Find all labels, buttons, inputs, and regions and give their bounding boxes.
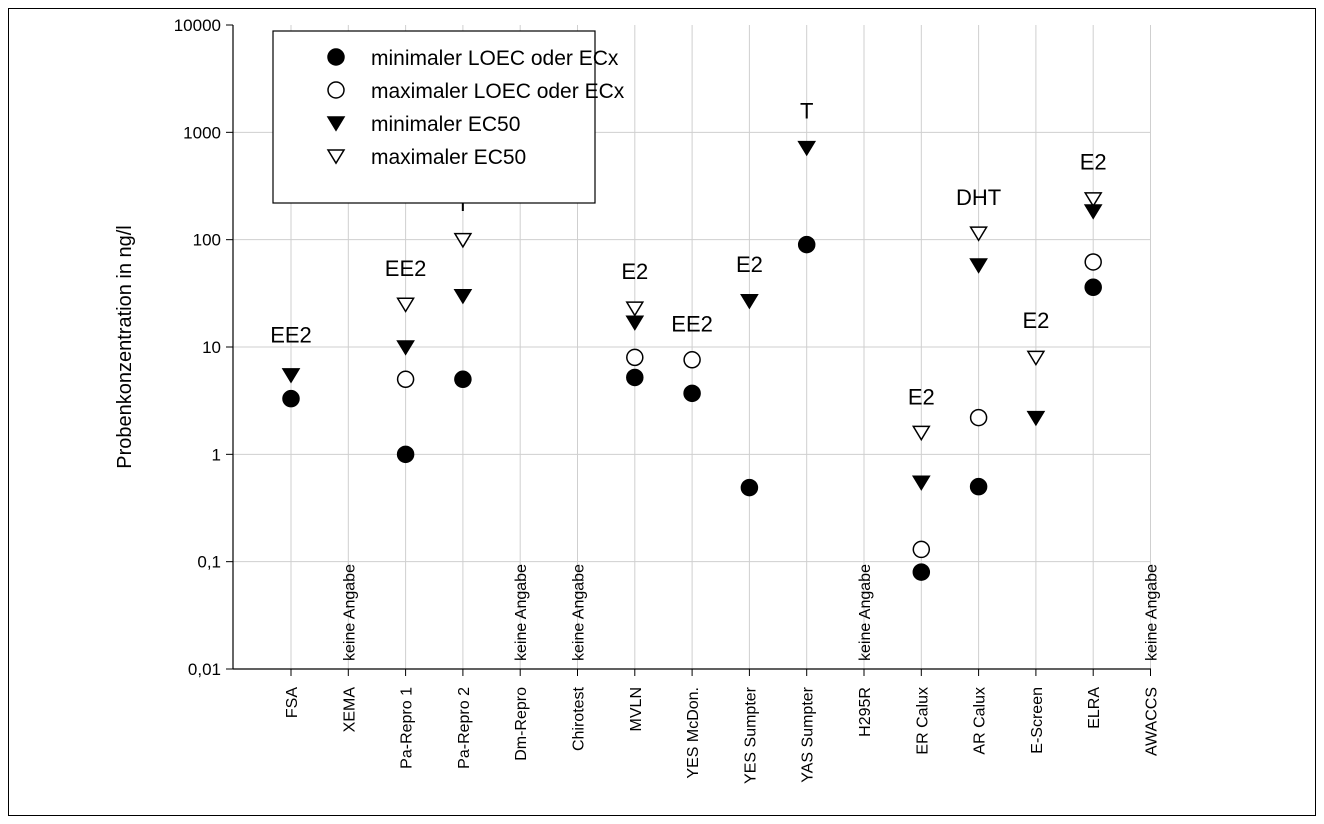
y-tick-label: 0,01: [188, 660, 221, 679]
x-tick-label: Pa-Repro 2: [456, 687, 473, 769]
data-point: [626, 348, 644, 367]
data-point: [969, 258, 988, 274]
data-point: [969, 477, 988, 496]
annotation-label: DHT: [956, 185, 1001, 210]
data-point: [453, 289, 473, 305]
legend-label: minimaler EC50: [371, 113, 520, 136]
data-point: [281, 368, 301, 384]
legend-marker: [326, 116, 346, 132]
annotation-label: E2: [1022, 308, 1049, 333]
data-point: [625, 315, 645, 331]
annotation-label: E2: [736, 252, 763, 277]
x-tick-label: ER Calux: [914, 687, 931, 755]
y-tick-label: 10: [202, 338, 221, 357]
legend-label: maximaler EC50: [371, 146, 526, 169]
annotation-label: T: [800, 98, 813, 123]
y-tick-label: 10000: [174, 16, 221, 35]
annotation-label: E2: [1080, 150, 1107, 175]
y-tick-label: 0,1: [197, 553, 221, 572]
data-marks: [281, 140, 1103, 581]
data-point: [1083, 204, 1103, 220]
x-tick-label: Chirotest: [571, 686, 588, 751]
data-point: [396, 370, 415, 389]
data-point: [683, 351, 701, 369]
data-point: [912, 563, 931, 581]
x-tick-label: ELRA: [1086, 687, 1103, 729]
data-point: [797, 140, 817, 157]
legend-marker: [326, 149, 346, 165]
legend: minimaler LOEC oder ECx maximaler LOEC od…: [272, 30, 625, 204]
data-point: [396, 297, 415, 313]
x-tick-label: AR Calux: [972, 687, 989, 755]
x-tick-label: Dm-Repro: [513, 687, 530, 761]
scatter-chart: 0,01 0,1 1 10 100 1000 10000 FSA XEMA Pa-Repro 1…: [114, 16, 1161, 784]
x-tick-label: YES McDon.: [685, 687, 702, 779]
data-point: [1026, 410, 1046, 427]
annotations: EE2EE2TE2EE2E2TE2DHTE2E2keine Angabekein…: [270, 98, 1160, 661]
no-data-label: keine Angabe: [341, 564, 358, 661]
annotation-label: E2: [908, 385, 935, 410]
data-point: [740, 478, 759, 497]
data-point: [1084, 253, 1102, 271]
x-tick-label: E-Screen: [1029, 687, 1046, 754]
data-point: [454, 370, 472, 389]
no-data-label: keine Angabe: [1144, 564, 1161, 661]
legend-label: minimaler LOEC oder ECx: [371, 47, 619, 70]
legend-marker: [327, 81, 345, 99]
x-tick-label: H295R: [857, 687, 874, 737]
y-tick-label: 1: [212, 445, 221, 464]
data-point: [1083, 192, 1103, 208]
x-tick-label: FSA: [284, 687, 301, 718]
y-tick-label: 100: [193, 231, 221, 250]
no-data-label: keine Angabe: [857, 564, 874, 661]
legend-box: [272, 30, 596, 204]
data-point: [911, 475, 931, 491]
data-point: [969, 226, 988, 242]
data-point: [911, 425, 931, 442]
data-point: [626, 368, 644, 387]
data-point: [1084, 278, 1102, 297]
y-axis-label: Probenkonzentration in ng/l: [114, 225, 136, 469]
annotation-label: EE2: [270, 323, 312, 348]
data-point: [683, 384, 701, 403]
x-tick-label: YAS Sumpter: [800, 686, 817, 782]
no-data-label: keine Angabe: [513, 564, 530, 661]
y-ticks: 0,01 0,1 1 10 100 1000 10000: [174, 16, 233, 679]
data-point: [797, 235, 816, 254]
x-tick-label: XEMA: [341, 687, 358, 733]
data-point: [1026, 350, 1046, 367]
data-point: [282, 389, 300, 408]
x-tick-label: AWACCS: [1144, 687, 1161, 756]
annotation-label: EE2: [671, 311, 713, 336]
annotation-label: E2: [621, 259, 648, 284]
data-point: [912, 540, 931, 559]
x-tick-label: MVLN: [628, 687, 645, 731]
data-point: [740, 293, 759, 310]
no-data-label: keine Angabe: [571, 564, 588, 661]
data-point: [969, 408, 988, 427]
data-point: [625, 301, 645, 317]
x-ticks: FSA XEMA Pa-Repro 1 Pa-Repro 2 Dm-Repro Chiro…: [284, 669, 1161, 784]
annotation-label: EE2: [385, 256, 427, 281]
legend-marker: [327, 48, 345, 66]
x-tick-label: Pa-Repro 1: [399, 687, 416, 769]
y-tick-label: 1000: [183, 123, 221, 142]
data-point: [396, 445, 415, 464]
figure-frame: 0,01 0,1 1 10 100 1000 10000 FSA XEMA Pa-Repro 1…: [8, 8, 1316, 816]
data-point: [453, 232, 473, 249]
x-tick-label: YES Sumpter: [742, 686, 759, 784]
data-point: [396, 340, 415, 356]
legend-label: maximaler LOEC oder ECx: [371, 80, 625, 103]
